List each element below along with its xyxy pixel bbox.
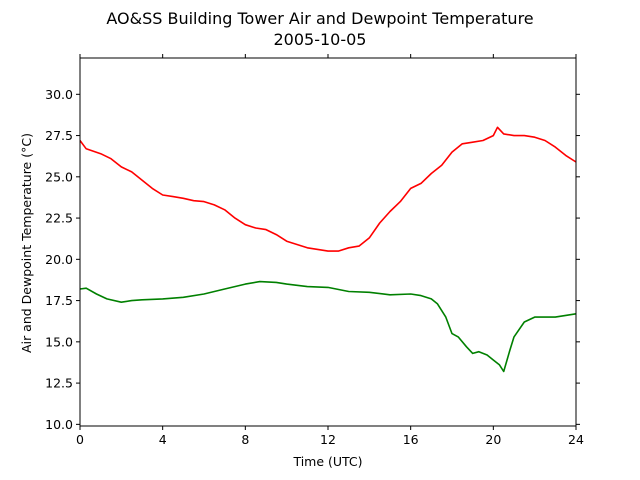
y-tick-label: 25.0 — [45, 169, 73, 184]
x-tick-label: 0 — [76, 432, 84, 447]
x-tick-label: 24 — [568, 432, 584, 447]
y-axis-label: Air and Dewpoint Temperature (°C) — [19, 133, 34, 353]
y-tick-label: 12.5 — [45, 376, 73, 391]
series-line-2 — [79, 280, 577, 373]
chart-title: AO&SS Building Tower Air and Dewpoint Te… — [106, 9, 533, 28]
x-axis-label: Time (UTC) — [292, 454, 362, 469]
x-tick-label: 4 — [159, 432, 167, 447]
series-line-1 — [79, 126, 577, 252]
y-tick-label: 15.0 — [45, 334, 73, 349]
y-tick-label: 22.5 — [45, 211, 73, 226]
y-tick-label: 27.5 — [45, 128, 73, 143]
plot-frame — [79, 57, 577, 427]
x-tick-label: 20 — [485, 432, 501, 447]
x-tick-label: 8 — [241, 432, 249, 447]
y-tick-label: 30.0 — [45, 87, 73, 102]
y-tick-label: 20.0 — [45, 252, 73, 267]
plot-lines — [79, 126, 577, 373]
axis-ticks: 0 4 8 12 16 20 24 10.0 12.5 15.0 17.5 20.0 22.5 25.0 2… — [45, 54, 584, 447]
x-tick-label: 16 — [403, 432, 419, 447]
y-tick-label: 17.5 — [45, 293, 73, 308]
chart-subtitle: 2005-10-05 — [274, 30, 367, 49]
x-tick-label: 12 — [320, 432, 336, 447]
y-tick-label: 10.0 — [45, 417, 73, 432]
